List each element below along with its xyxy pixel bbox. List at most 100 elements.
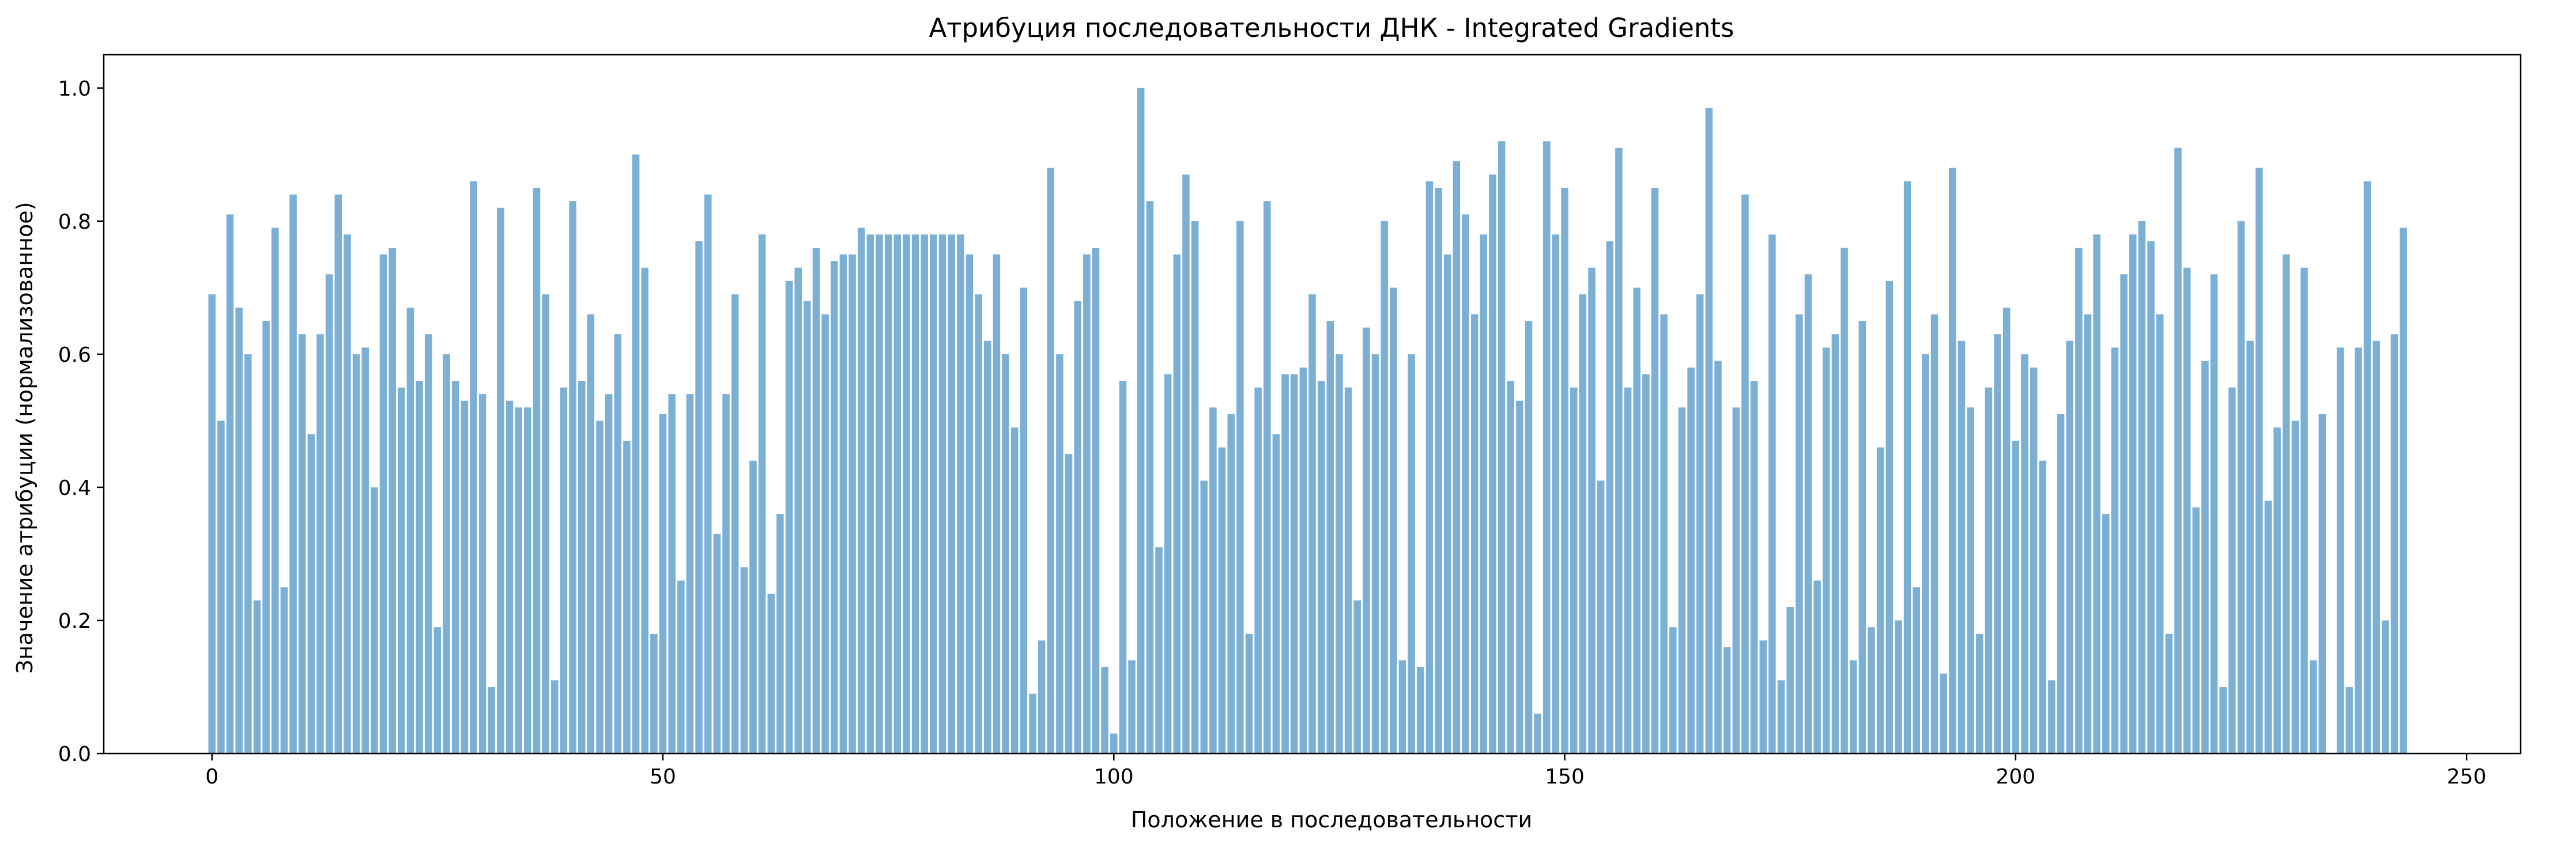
bar [2120,274,2128,754]
bar [2273,427,2281,754]
x-tick-label: 200 [1996,765,2035,789]
bar [298,334,306,754]
bar [1913,587,1921,754]
bar [1967,407,1974,754]
bar [1796,314,1803,754]
bar [1922,354,1929,754]
bar [2183,267,2191,754]
x-axis-label: Положение в последовательности [1131,807,1532,832]
bar [957,234,964,754]
y-tick-label: 0.8 [58,210,91,234]
bar [749,460,757,754]
bar [1516,400,1523,754]
bar [1308,294,1316,754]
bar [1317,381,1325,754]
bar [524,407,531,754]
bar [1696,294,1704,754]
bar [930,234,937,754]
bar [1741,194,1749,754]
bar [1092,248,1100,754]
bar [1010,427,1019,754]
bar [614,334,622,754]
bar [848,254,856,754]
bar [1976,634,1983,754]
bar [1191,221,1199,754]
bar [785,281,793,754]
bar [1038,640,1046,754]
bar [1543,141,1551,754]
bar [1525,321,1533,754]
bar [1173,254,1181,754]
x-axis-ticks: 0 50 100 150 200 250 [205,754,2486,789]
bar [722,394,730,754]
bar [884,234,892,754]
bar [965,254,974,754]
bar [1299,367,1307,754]
y-tick-label: 0.2 [58,610,91,633]
bar [1029,694,1036,754]
bar [1868,627,1875,754]
bar [2390,334,2398,754]
bar [1498,141,1506,754]
bar [876,234,883,754]
bar [361,347,369,754]
bar [1264,201,1271,754]
bar [1164,374,1172,754]
bar [903,234,910,754]
bar [731,294,739,754]
bar [2021,354,2028,754]
bar [217,421,225,754]
bar [1895,620,1902,754]
bar [1363,327,1370,754]
bar [993,254,1001,754]
bar [1453,161,1461,754]
bar [433,627,442,754]
bar [1903,181,1911,754]
bar [1390,287,1397,754]
bar [1885,281,1894,754]
bar [2156,314,2164,754]
bar [2282,254,2290,754]
bar [911,234,919,754]
bar [686,394,694,754]
bar [2318,414,2326,754]
bar [1416,667,1424,754]
bar [596,421,604,754]
bar [1732,407,1740,754]
y-tick-label: 0.6 [58,343,91,367]
bar [244,354,252,754]
bar [866,234,874,754]
bar [2309,660,2317,754]
bar [2355,347,2362,754]
bar [713,533,721,754]
bar [2030,367,2038,754]
bar [1507,381,1514,754]
bar [271,228,279,754]
bar [632,154,640,754]
bar [1570,387,1578,754]
bar [1020,287,1028,754]
bar [1470,314,1479,754]
bar [1146,201,1154,754]
bar [208,294,216,754]
bar [1326,321,1334,754]
bar [2002,307,2011,754]
bar [740,567,748,754]
bar [262,321,270,754]
bar [857,228,865,754]
bar [1272,434,1280,754]
bar [938,234,946,754]
bar [2012,441,2020,754]
bar [488,687,496,754]
bar [1804,274,1812,754]
bar [975,294,982,754]
bar [2256,168,2263,754]
bar [1254,387,1262,754]
bar [668,394,676,754]
bar [1597,480,1605,754]
bar [1723,647,1731,754]
bar [1714,361,1722,754]
bar [542,294,549,754]
bar [893,234,902,754]
